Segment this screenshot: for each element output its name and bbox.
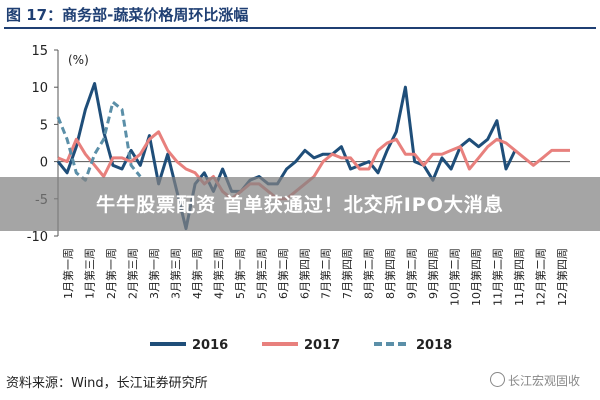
x-tick-label: 11月第二周 bbox=[491, 248, 505, 306]
legend: 2016 2017 2018 bbox=[150, 338, 452, 353]
x-tick-label: 1月第一周 bbox=[61, 248, 75, 299]
y-tick-label: 15 bbox=[31, 44, 48, 59]
x-tick-label: 2月第三周 bbox=[125, 248, 139, 299]
source-note: 资料来源：Wind，长江证券研究所 bbox=[6, 376, 208, 391]
y-tick-label: -10 bbox=[27, 230, 48, 245]
x-tick-label: 5月第一周 bbox=[233, 248, 247, 299]
x-tick-label: 4月第一周 bbox=[190, 248, 204, 299]
ad-banner[interactable] bbox=[0, 177, 600, 231]
x-tick-label: 7月第二周 bbox=[319, 248, 333, 299]
x-tick-label: 2月第一周 bbox=[104, 248, 118, 299]
y-tick-label: 0 bbox=[40, 156, 48, 171]
x-tick-label: 1月第三周 bbox=[82, 248, 96, 299]
x-tick-label: 4月第三周 bbox=[211, 248, 225, 299]
x-tick-label: 8月第四周 bbox=[383, 248, 397, 299]
y-axis-label: (%) bbox=[68, 53, 89, 67]
series-line-2017 bbox=[57, 130, 570, 201]
x-tick-label: 7月第四周 bbox=[340, 248, 354, 299]
y-tick-label: 5 bbox=[40, 118, 48, 133]
x-tick-label: 5月第三周 bbox=[254, 248, 268, 299]
x-tick-label: 12月第二周 bbox=[534, 248, 548, 306]
y-axis: -10-5051015(%) bbox=[27, 44, 89, 245]
x-tick-label: 10月第二周 bbox=[448, 248, 462, 306]
figure-title: 图 17：商务部-蔬菜价格周环比涨幅 bbox=[6, 6, 249, 24]
x-tick-label: 3月第一周 bbox=[147, 248, 161, 299]
series-line-2018 bbox=[56, 100, 142, 182]
legend-label: 2016 bbox=[192, 338, 228, 353]
x-tick-label: 6月第二周 bbox=[276, 248, 290, 299]
series-line-2016 bbox=[56, 82, 517, 231]
x-tick-label: 8月第二周 bbox=[362, 248, 376, 299]
series-layer bbox=[56, 82, 570, 231]
legend-label: 2017 bbox=[304, 338, 340, 353]
x-tick-label: 12月第四周 bbox=[555, 248, 569, 306]
x-tick-label: 11月第四周 bbox=[512, 248, 526, 306]
x-tick-label: 6月第四周 bbox=[297, 248, 311, 299]
y-tick-label: 10 bbox=[31, 81, 48, 96]
x-axis: 1月第一周 1月第三周 2月第一周 2月第三周 3月第一周 3月第三周 4月第一周 4月第三周… bbox=[58, 161, 570, 306]
watermark: 长江宏观固收 bbox=[489, 372, 580, 389]
legend-label: 2018 bbox=[416, 338, 452, 353]
watermark-text: 长江宏观固收 bbox=[507, 374, 580, 388]
x-tick-label: 9月第四周 bbox=[426, 248, 440, 299]
wechat-icon bbox=[489, 372, 505, 387]
x-tick-label: 10月第四周 bbox=[469, 248, 483, 306]
x-tick-label: 3月第三周 bbox=[168, 248, 182, 299]
ad-banner-text[interactable]: 牛牛股票配资 首单获通过！北交所IPO大消息 bbox=[96, 194, 504, 216]
title-rule bbox=[4, 27, 596, 29]
x-tick-label: 9月第二周 bbox=[405, 248, 419, 299]
